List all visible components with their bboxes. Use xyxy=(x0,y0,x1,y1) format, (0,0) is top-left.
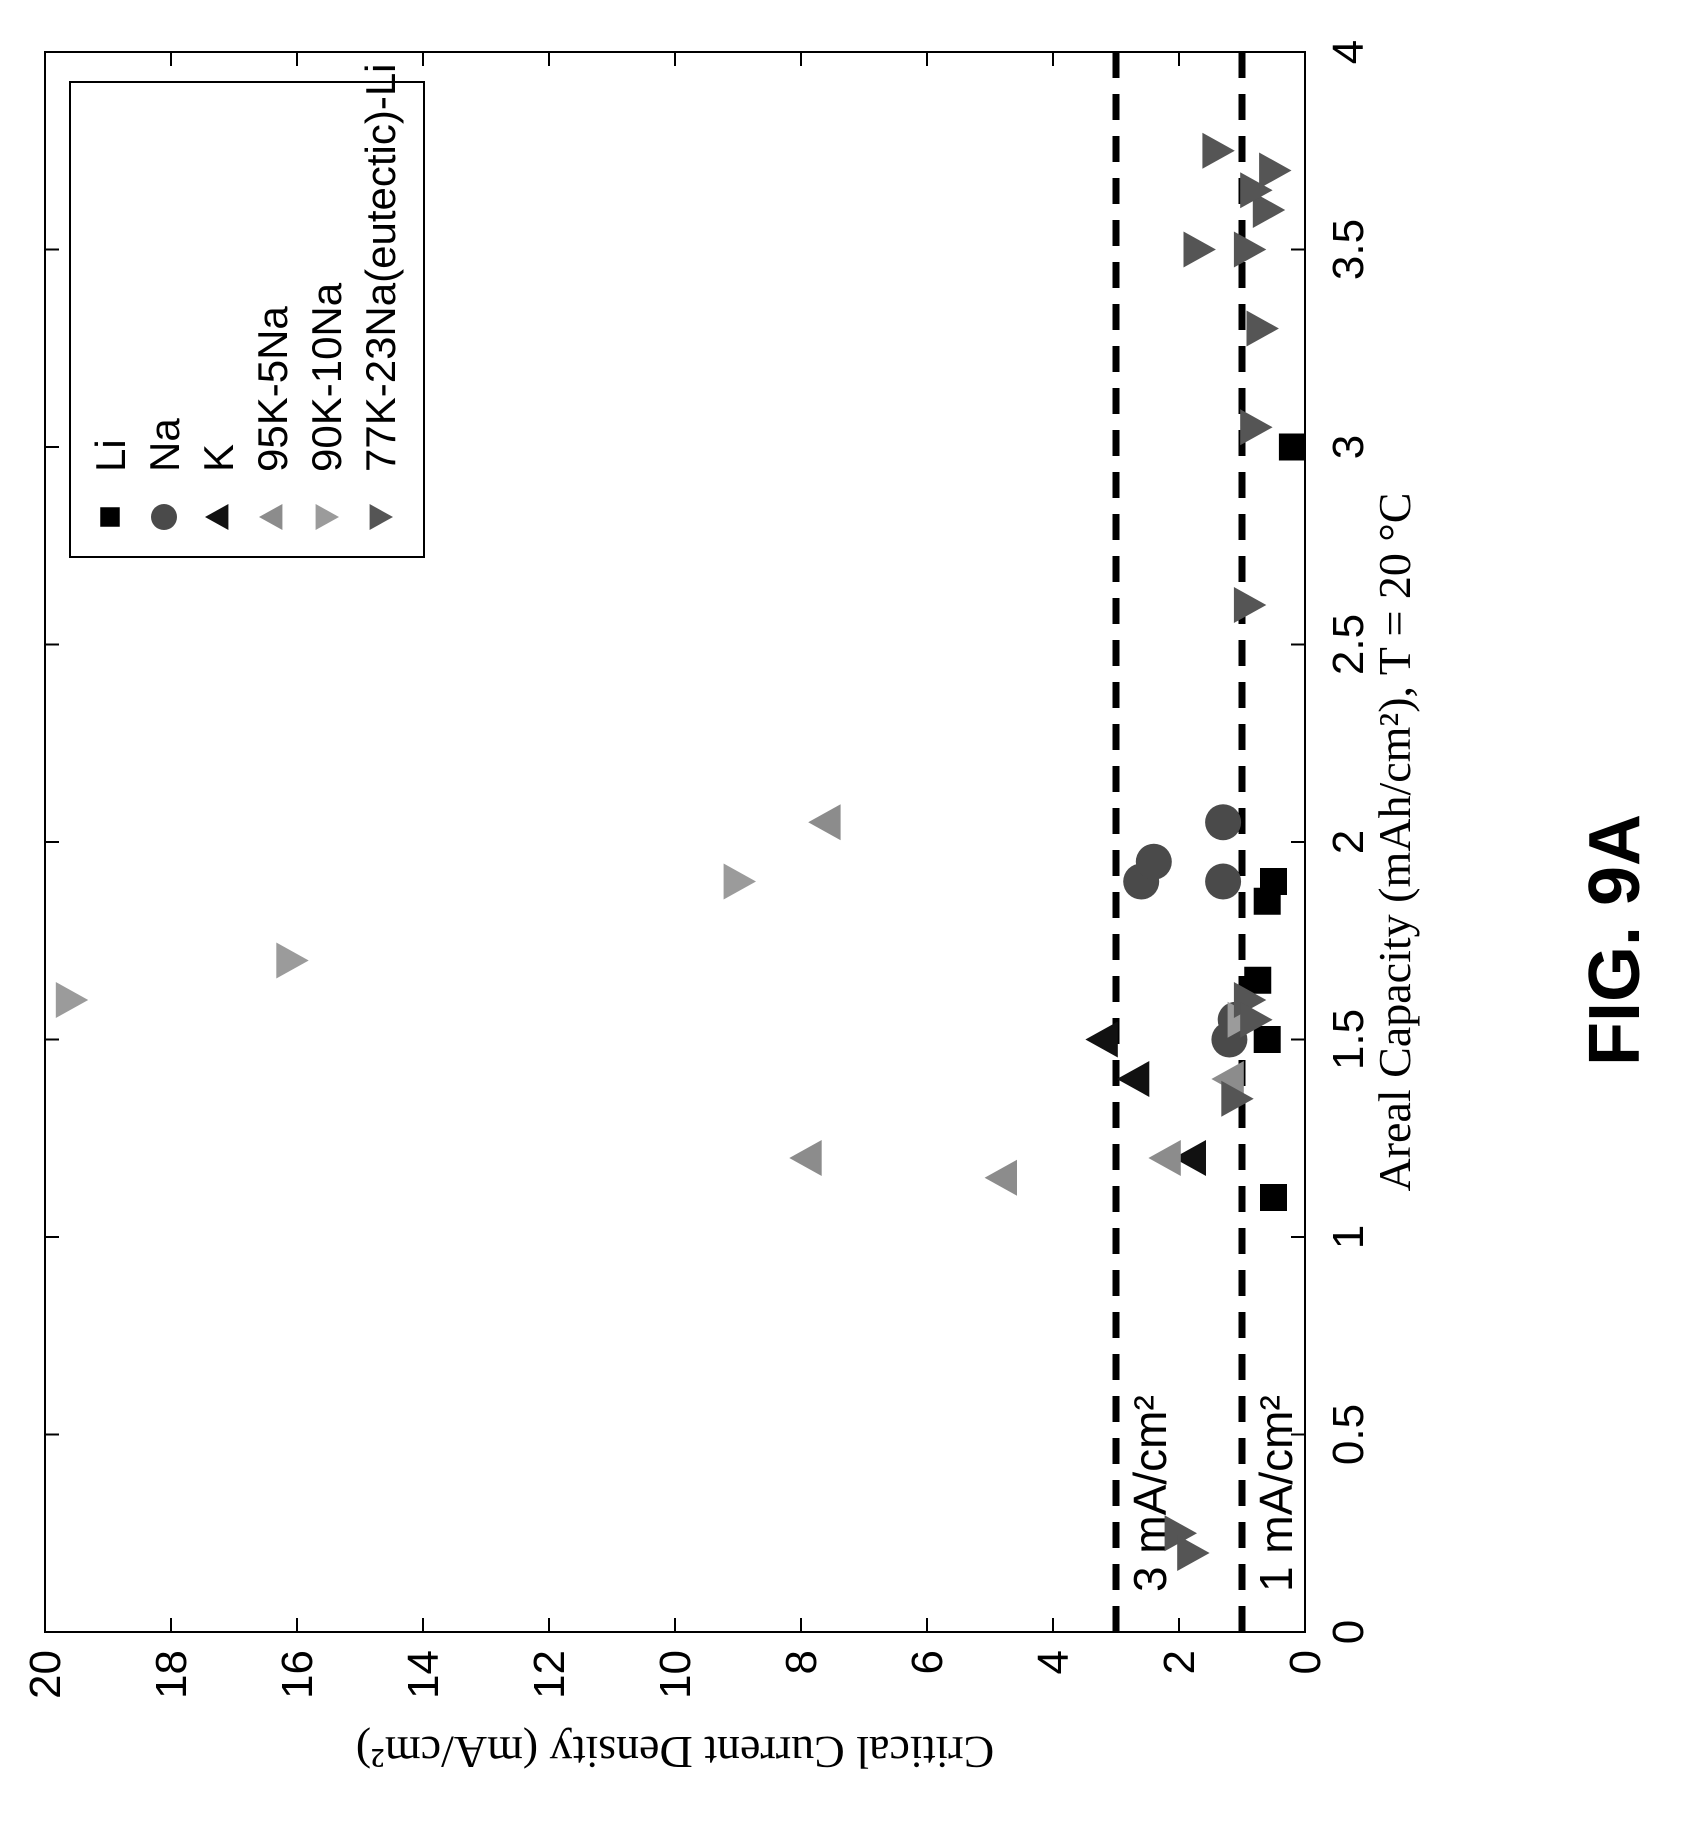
data-point-95k-5na xyxy=(984,1159,1017,1196)
data-point-95k-5na xyxy=(789,1140,822,1176)
data-point-77k-23na-eutectic-li xyxy=(1233,587,1267,623)
x-tick-label: 0.5 xyxy=(1324,1404,1373,1465)
data-point-77k-23na-eutectic-li xyxy=(1177,1535,1210,1571)
y-tick-label: 20 xyxy=(21,1650,70,1699)
legend-box xyxy=(69,81,425,558)
data-point-90k-10na xyxy=(723,863,756,900)
y-tick-label: 8 xyxy=(777,1650,826,1674)
y-tick-label: 2 xyxy=(1155,1650,1204,1674)
x-tick-label: 4 xyxy=(1324,40,1373,64)
x-tick-label: 2.5 xyxy=(1324,614,1373,675)
data-point-li xyxy=(1278,433,1306,461)
x-tick-label: 3 xyxy=(1324,435,1373,459)
reference-line-label: 3 mA/cm² xyxy=(1124,1395,1176,1592)
x-tick-label: 1 xyxy=(1324,1225,1373,1249)
reference-lines: 3 mA/cm² 1 mA/cm² xyxy=(1112,52,1302,1632)
y-axis-label: Critical Current Density (mA/cm²) xyxy=(356,1727,994,1778)
legend-marker xyxy=(100,507,120,527)
data-point-na xyxy=(1135,843,1172,880)
legend-marker xyxy=(259,504,283,530)
data-point-90k-10na xyxy=(276,942,309,979)
legend-label: Na xyxy=(141,418,188,472)
y-tick-label: 4 xyxy=(1029,1650,1078,1674)
y-tick-label: 14 xyxy=(399,1650,448,1699)
data-point-77k-23na-eutectic-li xyxy=(1221,1080,1254,1117)
data-point-95k-5na xyxy=(1211,1061,1244,1097)
x-tick-label: 1.5 xyxy=(1324,1009,1373,1070)
data-point-90k-10na xyxy=(55,982,89,1018)
figure-label: FIG. 9A xyxy=(1575,813,1655,1067)
y-tick-label: 12 xyxy=(525,1650,574,1699)
data-point-k xyxy=(1173,1140,1206,1176)
data-point-li xyxy=(1244,966,1272,994)
data-point-77k-23na-eutectic-li xyxy=(1164,1515,1197,1552)
data-point-77k-23na-eutectic-li xyxy=(1183,231,1216,268)
reference-line-label: 1 mA/cm² xyxy=(1250,1395,1302,1592)
data-points xyxy=(55,132,1306,1571)
data-point-95k-5na xyxy=(808,804,841,841)
data-point-k xyxy=(1085,1021,1118,1058)
data-point-77k-23na-eutectic-li xyxy=(1240,172,1273,209)
legend-marker xyxy=(151,504,177,530)
data-point-k xyxy=(1116,1061,1150,1097)
data-point-77k-23na-eutectic-li xyxy=(1202,132,1235,169)
y-tick-label: 6 xyxy=(903,1650,952,1674)
data-point-li xyxy=(1260,868,1287,895)
y-tick-label: 0 xyxy=(1281,1650,1330,1674)
legend-label: Li xyxy=(87,439,134,472)
legend-marker xyxy=(369,504,393,530)
x-tick-label: 3.5 xyxy=(1324,219,1373,280)
legend-label: K xyxy=(195,444,242,472)
legend-label: 77K-23Na(eutectic)-Li xyxy=(357,63,404,472)
y-tick-label: 18 xyxy=(147,1650,196,1699)
legend: Li Na K 95K-5Na 90K-10Na 77K-23Na(eutectic)-L… xyxy=(69,63,425,558)
data-point-77k-23na-eutectic-li xyxy=(1259,152,1292,189)
data-point-li xyxy=(1253,1026,1281,1053)
x-tick-label: 2 xyxy=(1324,830,1373,854)
data-point-77k-23na-eutectic-li xyxy=(1252,192,1286,228)
data-point-77k-23na-eutectic-li xyxy=(1246,310,1279,347)
x-tick-label: 0 xyxy=(1324,1620,1373,1644)
legend-marker xyxy=(315,504,339,530)
y-tick-label: 10 xyxy=(651,1650,700,1699)
data-point-na xyxy=(1205,804,1242,841)
data-point-95k-5na xyxy=(1148,1140,1181,1176)
axis-ticks: 0 0.5 1 1.5 2 2.5 3 3.5 4 0 2 4 6 8 10 12 14 16 18 20 xyxy=(21,40,1373,1699)
data-point-na xyxy=(1205,863,1242,900)
legend-label: 90K-10Na xyxy=(303,282,350,472)
data-point-li xyxy=(1260,1184,1287,1211)
y-tick-label: 16 xyxy=(273,1650,322,1699)
data-point-77k-23na-eutectic-li xyxy=(1240,409,1273,446)
legend-label: 95K-5Na xyxy=(249,306,296,472)
data-point-77k-23na-eutectic-li xyxy=(1233,231,1267,268)
legend-marker xyxy=(205,504,229,530)
x-axis-label: Areal Capacity (mAh/cm²), T = 20 °C xyxy=(1369,492,1420,1191)
data-point-77k-23na-eutectic-li xyxy=(1240,1001,1273,1038)
